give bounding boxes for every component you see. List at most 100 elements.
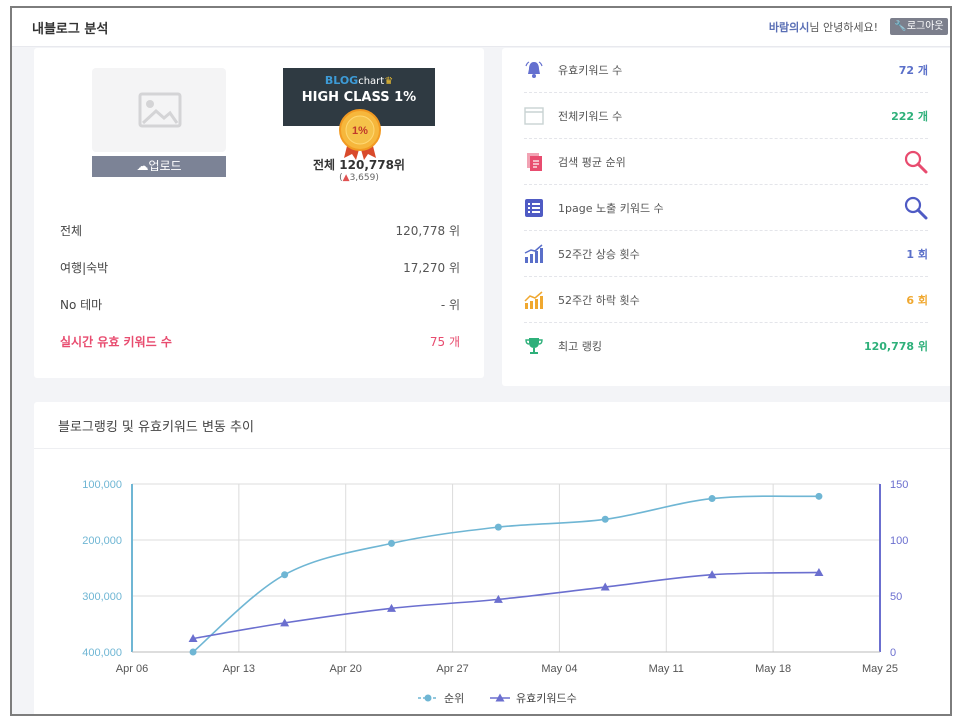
metric-value: 1 회: [906, 248, 928, 261]
window-icon: [524, 107, 544, 125]
data-point: [815, 492, 823, 500]
metric-row-1page-keywords: 1page 노출 키워드 수: [524, 186, 928, 231]
metric-label: 1page 노출 키워드 수: [558, 202, 664, 215]
x-tick-label: Apr 13: [223, 663, 255, 675]
medal-text: 1%: [352, 125, 368, 137]
data-point: [387, 603, 397, 612]
logo-blog-text: BLOG: [324, 74, 359, 87]
stat-value: 17,270 위: [403, 261, 460, 275]
stat-value: 120,778 위: [395, 224, 460, 238]
upload-button[interactable]: ☁업로드: [92, 156, 226, 177]
metric-value: 120,778 위: [863, 340, 928, 353]
stat-value: 75 개: [429, 335, 460, 349]
metric-row-avg-search-rank: 검색 평균 순위: [524, 140, 928, 185]
stat-row-realtime-keywords: 실시간 유효 키워드 수 75 개: [60, 333, 460, 350]
data-point: [188, 634, 198, 643]
metric-label: 52주간 상승 횟수: [558, 248, 640, 261]
metric-row-valid-keywords: 유효키워드 수 72 개: [524, 48, 928, 93]
list-icon: [525, 199, 543, 217]
trophy-icon: [525, 338, 543, 354]
stat-label: No 테마: [60, 298, 103, 312]
y-left-tick-label: 400,000: [82, 647, 122, 659]
logout-button[interactable]: 🔧로그아웃: [890, 18, 948, 35]
crown-icon: ♛: [384, 76, 394, 87]
legend-marker: [424, 694, 432, 702]
data-point: [600, 582, 610, 591]
logout-label: 로그아웃: [906, 21, 944, 32]
metric-label: 52주간 하락 횟수: [558, 294, 640, 307]
legend-marker: [495, 693, 505, 702]
y-right-tick-label: 100: [890, 535, 908, 547]
up-arrow-icon: ▲: [342, 173, 350, 183]
top-bar: 내블로그 분석 바람의시님 안녕하세요! 🔧로그아웃: [12, 8, 950, 47]
legend-label: 유효키워드수: [516, 692, 577, 705]
metric-row-total-keywords: 전체키워드 수 222 개: [524, 94, 928, 139]
data-point: [494, 523, 502, 531]
x-tick-label: May 11: [649, 663, 684, 675]
data-point: [189, 648, 197, 656]
series-line: [192, 571, 819, 640]
upload-label: 업로드: [148, 159, 182, 173]
data-point: [280, 618, 290, 627]
metric-label: 전체키워드 수: [558, 110, 623, 123]
data-point: [707, 570, 717, 579]
greeting-text: 님 안녕하세요!: [809, 21, 878, 34]
y-left-tick-label: 200,000: [82, 535, 122, 547]
y-left-tick-label: 300,000: [82, 591, 122, 603]
metric-row-52week-up: 52주간 상승 횟수 1 회: [524, 232, 928, 277]
data-point: [493, 594, 503, 603]
y-left-tick-label: 100,000: [82, 479, 122, 491]
metric-row-best-rank: 최고 랭킹 120,778 위: [524, 324, 928, 368]
profile-image-placeholder: [92, 68, 226, 152]
metric-value: 6 회: [906, 294, 928, 307]
user-name[interactable]: 바람의시: [768, 21, 810, 34]
stat-label: 여행|숙박: [60, 261, 109, 275]
search-icon[interactable]: [904, 150, 928, 174]
bell-icon: [525, 61, 543, 78]
stat-label: 실시간 유효 키워드 수: [60, 335, 172, 349]
metric-row-52week-down: 52주간 하락 횟수 6 회: [524, 278, 928, 323]
y-right-tick-label: 150: [890, 479, 908, 491]
profile-card: ☁업로드 BLOGchart♛ HIGH CLASS 1% 1% 전체 120,…: [34, 48, 484, 378]
logo-chart-text: chart: [358, 76, 385, 87]
blogchart-logo: BLOGchart♛: [283, 74, 435, 87]
chart-divider: [34, 448, 950, 449]
x-tick-label: Apr 20: [330, 663, 362, 675]
data-point: [601, 515, 609, 523]
x-tick-label: Apr 06: [116, 663, 148, 675]
app-window: 내블로그 분석 바람의시님 안녕하세요! 🔧로그아웃 ☁업로드 BLOGchar…: [10, 6, 952, 716]
data-point: [708, 495, 716, 503]
legend-label: 순위: [444, 692, 464, 705]
metric-label: 유효키워드 수: [558, 64, 623, 77]
data-point: [388, 539, 396, 547]
metric-value: 72 개: [898, 64, 928, 77]
metrics-card: 유효키워드 수 72 개 전체키워드 수 222 개 검색 평균 순위 1pag…: [502, 48, 950, 386]
trend-chart: Apr 06 Apr 13 Apr 20 Apr 27 May 04 May 11 May …: [82, 479, 908, 705]
image-icon: [138, 92, 182, 128]
chart-title: 블로그랭킹 및 유효키워드 변동 추이: [58, 420, 254, 435]
medal-icon: 1%: [339, 109, 381, 160]
y-right-tick-label: 0: [890, 647, 896, 659]
page-title: 내블로그 분석: [32, 22, 109, 37]
x-tick-label: Apr 27: [436, 663, 468, 675]
metric-label: 최고 랭킹: [558, 340, 602, 353]
total-rank: 전체 120,778위: [313, 158, 405, 172]
document-icon: [527, 153, 542, 171]
x-tick-label: May 04: [541, 663, 577, 675]
metric-label: 검색 평균 순위: [558, 156, 626, 169]
key-icon: 🔧: [894, 21, 907, 32]
y-right-tick-label: 50: [890, 591, 902, 603]
trend-chart-card: 블로그랭킹 및 유효키워드 변동 추이 Apr 06 Apr 13 Apr 20 Ap…: [34, 402, 950, 714]
trend-up-icon: [524, 291, 543, 309]
badge-class-text: HIGH CLASS 1%: [301, 90, 417, 105]
x-tick-label: May 25: [862, 663, 898, 675]
cloud-upload-icon: ☁: [136, 159, 149, 173]
data-point: [281, 571, 289, 579]
rank-change-value: 3,659: [349, 173, 376, 183]
stat-label: 전체: [60, 224, 83, 238]
stat-row-theme: No 테마 - 위: [60, 296, 460, 313]
stat-value: - 위: [440, 298, 460, 312]
search-icon[interactable]: [904, 196, 928, 220]
rank-change: (▲3,659): [339, 173, 379, 183]
stat-row-total: 전체 120,778 위: [60, 222, 460, 239]
